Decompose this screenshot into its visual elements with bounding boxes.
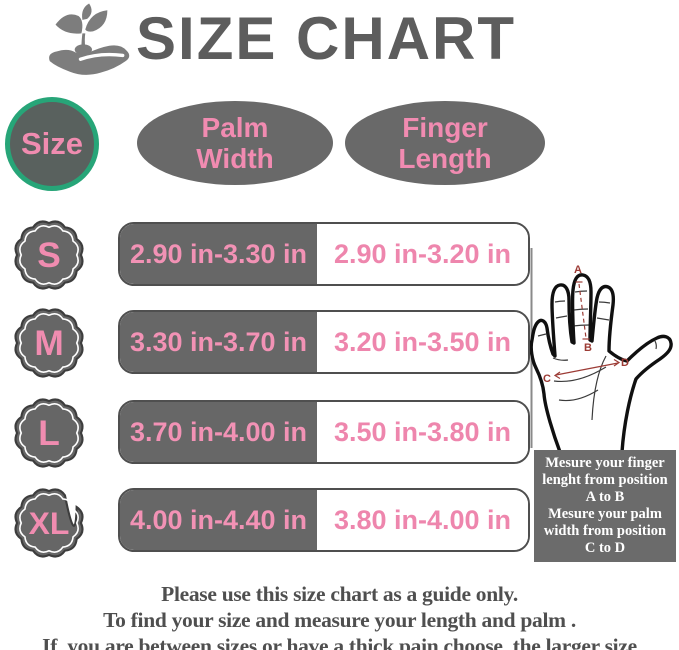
size-letter: L (38, 414, 60, 453)
palm-width-value: 3.30 in-3.70 in (120, 312, 317, 372)
hand-label-d: D (621, 357, 629, 369)
size-badge-s: S (14, 220, 84, 290)
size-badge-xl: XL (14, 488, 84, 558)
size-letter: XL (29, 505, 70, 541)
measurement-instructions: Mesure your finger lenght from position … (534, 450, 676, 562)
palm-width-value: 4.00 in-4.40 in (120, 490, 317, 550)
hand-label-b: B (584, 342, 592, 354)
size-badge-l: L (14, 398, 84, 468)
finger-length-value: 3.20 in-3.50 in (317, 312, 528, 372)
footer-disclaimer: Please use this size chart as a guide on… (42, 582, 637, 650)
size-badge-m: M (14, 308, 84, 378)
header-finger-length: Finger Length (345, 101, 545, 185)
table-row: 2.90 in-3.30 in 2.90 in-3.20 in (118, 222, 530, 286)
table-row: 3.70 in-4.00 in 3.50 in-3.80 in (118, 400, 530, 464)
page-title: SIZE CHART (136, 5, 516, 72)
header-palm-width: Palm Width (137, 101, 333, 185)
finger-length-value: 3.80 in-4.00 in (317, 490, 528, 550)
finger-length-value: 2.90 in-3.20 in (317, 224, 528, 284)
hand-holding-plant-icon (49, 3, 130, 75)
finger-length-value: 3.50 in-3.80 in (317, 402, 528, 462)
table-row: 3.30 in-3.70 in 3.20 in-3.50 in (118, 310, 530, 374)
palm-width-value: 3.70 in-4.00 in (120, 402, 317, 462)
hand-label-a: A (574, 264, 582, 276)
size-letter: S (37, 236, 61, 275)
header-size-badge: Size (5, 97, 99, 191)
header-size-label: Size (20, 126, 84, 161)
hand-measurement-diagram: A B C D (530, 248, 673, 454)
palm-width-value: 2.90 in-3.30 in (120, 224, 317, 284)
hand-label-c: C (543, 373, 551, 385)
size-letter: M (34, 324, 63, 363)
table-row: 4.00 in-4.40 in 3.80 in-4.00 in (118, 488, 530, 552)
